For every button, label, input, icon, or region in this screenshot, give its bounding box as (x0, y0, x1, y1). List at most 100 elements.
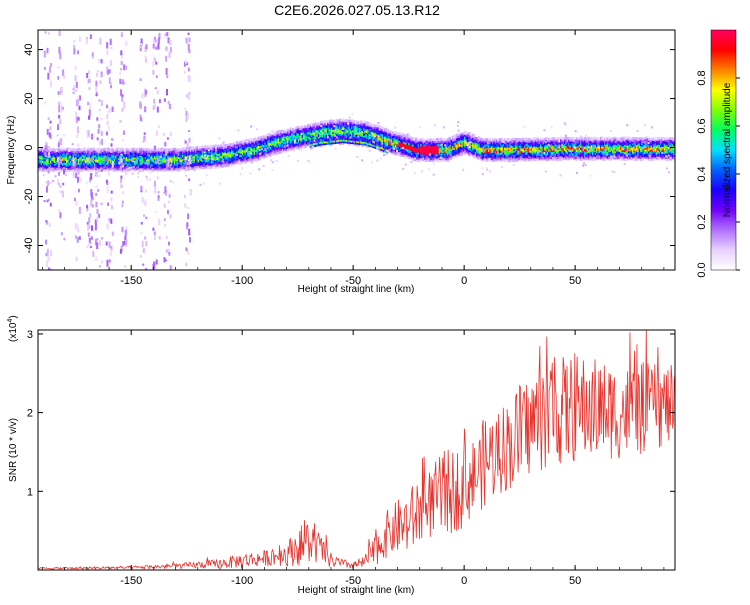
spectrogram-cell (345, 139, 348, 142)
spectrogram-cell (227, 157, 230, 160)
spectrogram-cell (247, 158, 250, 162)
spectrogram-cell (528, 142, 531, 146)
spectrogram-cell (453, 142, 456, 145)
spectrogram-cell (505, 141, 508, 145)
spectrogram-cell (484, 159, 487, 162)
spectrogram-cell (457, 147, 460, 150)
spectrogram-cell (521, 141, 524, 144)
spectrogram-cell (442, 140, 446, 144)
spectrogram-cell (343, 127, 346, 130)
spectrogram-cell (506, 156, 510, 159)
spectrogram-cell (508, 147, 511, 150)
spectrogram-cell (470, 142, 474, 146)
spectrogram-cell (60, 159, 63, 162)
spectrogram-cell (64, 158, 67, 162)
spectrogram-cell (203, 149, 206, 153)
spectrogram-cell (79, 148, 82, 151)
spectrogram-cell (169, 148, 173, 152)
spectrogram-cell (42, 161, 45, 165)
spectrogram-cell (38, 160, 41, 163)
spectrogram-cell (520, 159, 523, 162)
spectrogram-cell (305, 133, 309, 136)
spectrogram-cell (285, 135, 289, 139)
spectrogram-cell (378, 134, 382, 138)
spectrogram-cell (263, 145, 266, 148)
spectrogram-cell (156, 167, 159, 170)
spectrogram-cell (497, 155, 500, 158)
spectrogram-cell (437, 145, 440, 149)
spectrogram-cell (462, 145, 466, 149)
spectrogram-cell (124, 155, 127, 159)
spectrogram-cell (398, 141, 402, 144)
spectrogram-cell (44, 169, 48, 172)
spectrogram-cell (172, 163, 175, 167)
spectrogram-cell (433, 138, 436, 141)
spectrogram-cell (143, 159, 146, 163)
spectrogram-cell (191, 164, 194, 168)
spectrogram-cell (40, 169, 44, 172)
spectrogram-cell (78, 150, 81, 153)
spectrogram-cell (212, 147, 215, 150)
spectrogram-cell (131, 162, 134, 165)
spectrogram-cell (522, 141, 526, 145)
spectrogram-cell (56, 153, 59, 157)
spectrogram-cell (75, 159, 78, 162)
spectrogram-cell (406, 140, 410, 144)
spectrogram-cell (212, 155, 215, 159)
spectrogram-cell (292, 138, 295, 141)
spectrogram-cell (497, 138, 500, 141)
spectrogram-cell (200, 156, 203, 160)
spectrogram-cell (404, 141, 407, 145)
spectrogram-cell (219, 161, 222, 165)
spectrogram-cell (256, 140, 259, 144)
spectrogram-cell (328, 140, 331, 143)
spectrogram-cell (232, 161, 235, 164)
spectrogram-cell (173, 163, 177, 166)
spectrogram-cell (137, 153, 141, 157)
spectrogram-cell (529, 140, 532, 143)
spectrogram-cell (78, 167, 81, 170)
spectrogram-cell (204, 160, 207, 163)
spectrogram-cell (365, 130, 368, 133)
spectrogram-cell (429, 157, 432, 161)
spectrogram-cell (127, 158, 130, 162)
spectrogram-cell (425, 152, 428, 156)
spectrogram-cell (372, 125, 375, 129)
spectrogram-cell (263, 149, 266, 152)
spectrogram-cell (159, 153, 162, 156)
spectrogram-cell (331, 138, 334, 141)
spectrogram-cell (141, 169, 145, 172)
spectrogram-cell (80, 165, 83, 169)
spectrogram-cell (269, 138, 273, 142)
spectrogram-cell (92, 157, 95, 160)
spectrogram-cell (144, 158, 147, 162)
spectrogram-cell (349, 128, 352, 131)
spectrogram-cell (358, 124, 362, 127)
spectrogram-cell (62, 154, 65, 158)
spectrogram-cell (352, 122, 355, 126)
spectrogram-cell (268, 132, 271, 136)
spectrogram-cell (388, 131, 391, 135)
spectrogram-cell (501, 155, 504, 158)
spectrogram-cell (256, 158, 259, 162)
spectrogram-cell (93, 168, 97, 171)
spectrogram-cell (136, 163, 139, 167)
spectrogram-cell (339, 127, 342, 131)
spectrogram-cell (277, 144, 281, 147)
spectrogram-cell (416, 145, 419, 149)
spectrogram-cell (116, 168, 119, 172)
spectrogram-cell (351, 124, 354, 128)
spectrogram-cell (175, 154, 178, 158)
spectrogram-cell (189, 154, 193, 157)
spectrogram-cell (275, 131, 278, 134)
spectrogram-cell (505, 139, 508, 143)
spectrogram-cell (145, 161, 149, 165)
spectrogram-cell (413, 148, 416, 151)
spectrogram-cell (514, 140, 518, 144)
spectrogram-cell (303, 128, 306, 131)
spectrogram-cell (518, 148, 522, 152)
spectrogram-cell (187, 149, 190, 152)
spectrogram-cell (433, 141, 436, 145)
spectrogram-cell (402, 148, 406, 151)
spectrogram-cell (225, 152, 229, 156)
